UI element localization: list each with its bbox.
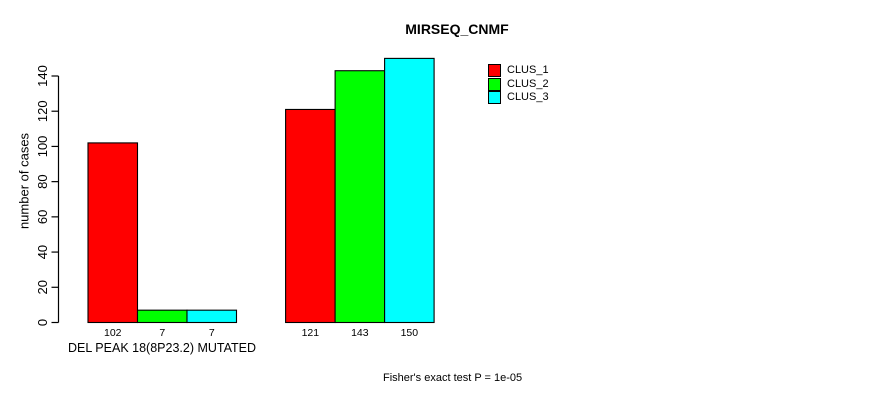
bar-value-label: 121: [302, 327, 320, 339]
y-axis-label: number of cases: [16, 132, 32, 230]
bar-clus_3-group1: [186, 309, 238, 324]
y-axis-tick-label: 120: [35, 100, 50, 122]
legend-item-clus1: CLUS_1: [488, 64, 549, 78]
annotation-pvalue: Fisher's exact test P = 1e-05: [383, 372, 523, 384]
bar-clus_1-group1: [87, 142, 139, 324]
y-axis-tick-label: 140: [35, 65, 50, 87]
bar-value-label: 7: [159, 327, 165, 339]
legend-label-clus3: CLUS_3: [507, 90, 549, 103]
y-axis-tick-label: 100: [35, 136, 50, 158]
bar-clus_1-group2: [285, 108, 336, 324]
legend-swatch-clus3: [488, 90, 501, 104]
bar-clus_2-group1: [136, 309, 188, 324]
y-axis-tick-label: 80: [35, 174, 50, 188]
legend-item-clus2: CLUS_2: [488, 77, 549, 91]
legend-swatch-clus1: [488, 64, 501, 78]
legend: CLUS_1 CLUS_2 CLUS_3: [488, 64, 549, 104]
bar-value-label: 7: [209, 327, 215, 339]
y-axis-tick-label: 60: [35, 210, 50, 224]
chart-title: MIRSEQ_CNMF: [405, 21, 509, 37]
bar-clus_2-group2: [334, 70, 386, 324]
legend-swatch-clus2: [488, 77, 501, 91]
legend-label-clus1: CLUS_1: [507, 64, 549, 77]
legend-item-clus3: CLUS_3: [488, 90, 549, 104]
bar-value-label: 102: [104, 327, 122, 339]
y-axis-tick-label: 20: [35, 280, 50, 294]
bar-value-label: 150: [401, 327, 419, 339]
bar-value-label: 143: [351, 327, 369, 339]
y-axis-tick-label: 40: [35, 245, 50, 259]
x-axis-label: DEL PEAK 18(8P23.2) MUTATED: [67, 341, 257, 355]
y-axis-tick-label: 0: [35, 319, 50, 326]
legend-label-clus2: CLUS_2: [507, 77, 549, 90]
bar-clus_3-group2: [384, 57, 435, 324]
